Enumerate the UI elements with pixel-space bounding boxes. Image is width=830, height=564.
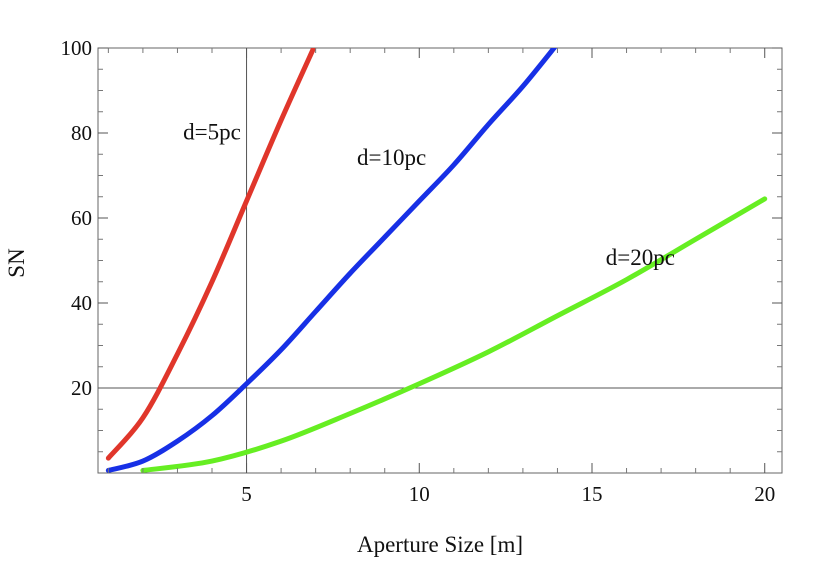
series-layer (105, 48, 768, 473)
plot-frame (97, 47, 783, 474)
ticks-layer: 5 10 15 20 20 40 60 80 100 (61, 36, 782, 506)
y-tick-label: 20 (71, 376, 92, 400)
series-annotation: d=5pc (183, 119, 241, 144)
series-annotation: d=20pc (606, 245, 675, 270)
y-axis-label: SN (4, 248, 29, 278)
y-tick-label: 40 (71, 291, 92, 315)
x-axis-label: Aperture Size [m] (357, 532, 523, 557)
series-annotation: d=10pc (357, 145, 426, 170)
x-tick-label: 10 (409, 482, 430, 506)
annotations-layer: d=5pc d=10pc d=20pc (183, 119, 675, 269)
series-line-d-20pc (140, 196, 768, 473)
series-line-d-10pc (105, 48, 558, 473)
x-tick-label: 5 (241, 482, 252, 506)
y-tick-label: 100 (61, 36, 93, 60)
y-tick-label: 80 (71, 121, 92, 145)
series-line-d-5pc (105, 48, 317, 461)
y-tick-label: 60 (71, 206, 92, 230)
x-tick-label: 15 (582, 482, 603, 506)
reference-lines (98, 48, 782, 473)
x-tick-label: 20 (754, 482, 775, 506)
